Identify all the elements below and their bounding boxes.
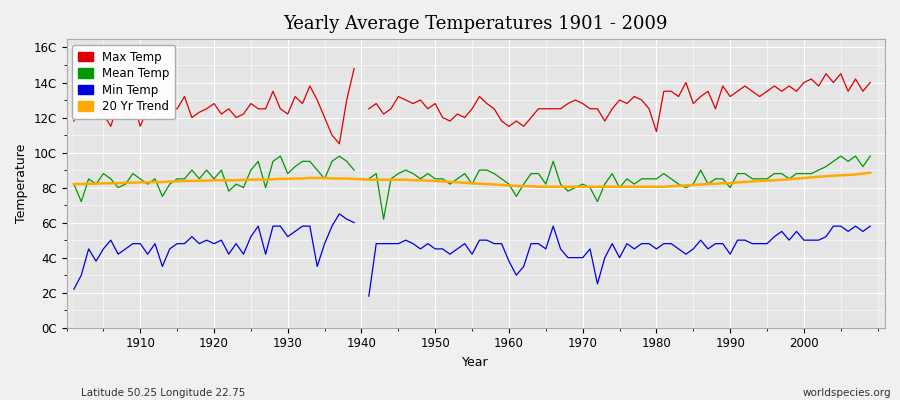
Bar — [517, 39, 590, 328]
Text: Latitude 50.25 Longitude 22.75: Latitude 50.25 Longitude 22.75 — [81, 388, 246, 398]
Bar — [221, 39, 295, 328]
Y-axis label: Temperature: Temperature — [15, 144, 28, 223]
Legend: Max Temp, Mean Temp, Min Temp, 20 Yr Trend: Max Temp, Mean Temp, Min Temp, 20 Yr Tre… — [72, 45, 176, 119]
Bar — [590, 39, 664, 328]
Bar — [148, 39, 221, 328]
Bar — [369, 39, 443, 328]
Bar — [295, 39, 369, 328]
X-axis label: Year: Year — [463, 356, 489, 369]
Bar — [74, 39, 148, 328]
Bar — [811, 39, 878, 328]
Bar — [737, 39, 811, 328]
Text: worldspecies.org: worldspecies.org — [803, 388, 891, 398]
Bar — [664, 39, 737, 328]
Bar — [443, 39, 517, 328]
Title: Yearly Average Temperatures 1901 - 2009: Yearly Average Temperatures 1901 - 2009 — [284, 15, 668, 33]
